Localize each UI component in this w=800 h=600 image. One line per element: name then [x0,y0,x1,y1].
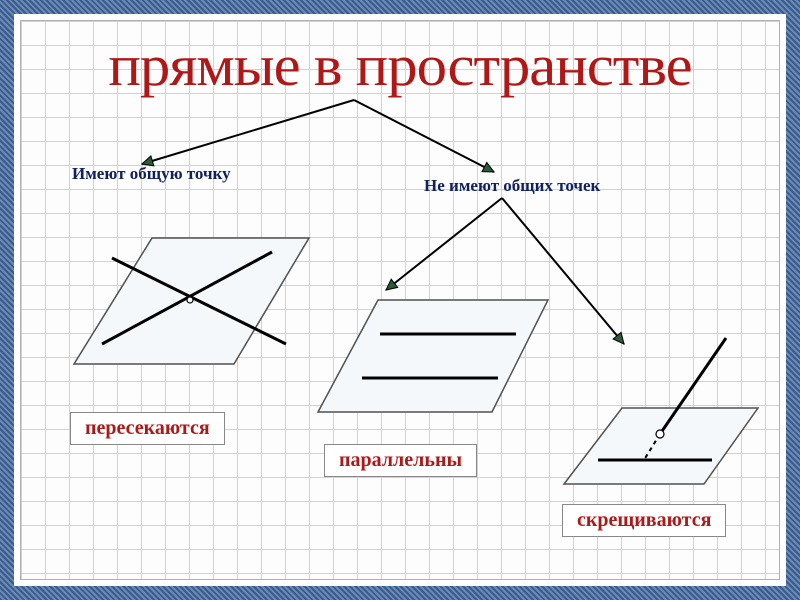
diagram-skew [554,334,774,504]
label-skew: скрещиваются [562,504,726,537]
label-parallel: параллельны [324,444,477,477]
label-intersect: пересекаются [70,412,225,445]
diagram-intersect [54,214,324,404]
diagram-parallel [304,282,564,432]
